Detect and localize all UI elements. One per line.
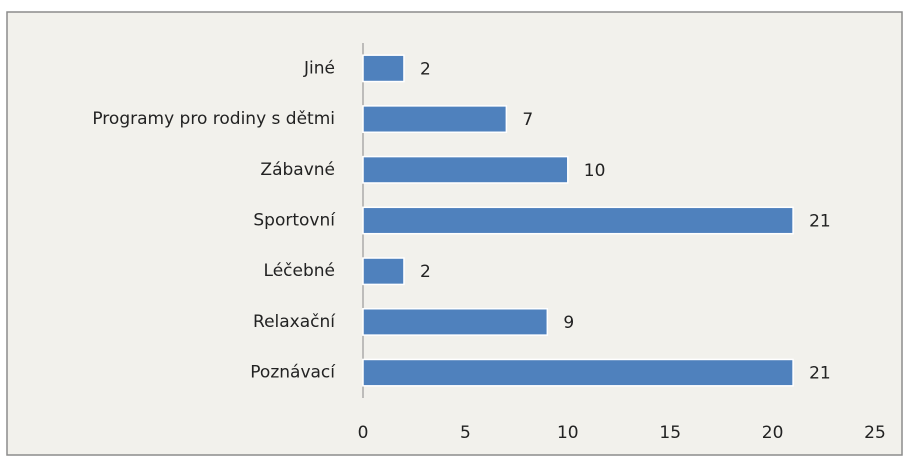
- y-tick-label: Relaxační: [253, 312, 336, 332]
- x-tick-label: 5: [460, 423, 471, 443]
- x-tick-label: 15: [659, 423, 681, 443]
- data-label: 2: [420, 59, 431, 79]
- data-label: 21: [809, 212, 831, 232]
- y-tick-label: Léčebné: [264, 261, 335, 281]
- x-tick-label: 0: [358, 423, 369, 443]
- data-label: 9: [563, 313, 574, 333]
- y-tick-label: Poznávací: [250, 363, 336, 383]
- bar: [362, 206, 794, 235]
- bar: [362, 307, 549, 336]
- x-tick-label: 10: [557, 423, 579, 443]
- x-tick-label: 25: [864, 423, 886, 443]
- y-tick-label: Jiné: [303, 58, 335, 78]
- y-tick-label: Zábavné: [260, 160, 335, 180]
- bar: [362, 155, 569, 184]
- data-label: 21: [809, 364, 831, 384]
- y-tick-label: Sportovní: [253, 211, 336, 231]
- x-tick-label: 20: [762, 423, 784, 443]
- data-label: 10: [584, 161, 606, 181]
- bar: [362, 105, 508, 134]
- data-label: 2: [420, 262, 431, 282]
- bar: [362, 54, 405, 83]
- y-tick-label: Programy pro rodiny s dětmi: [92, 109, 335, 129]
- data-label: 7: [522, 110, 533, 130]
- bar: [362, 358, 794, 387]
- bar: [362, 257, 405, 286]
